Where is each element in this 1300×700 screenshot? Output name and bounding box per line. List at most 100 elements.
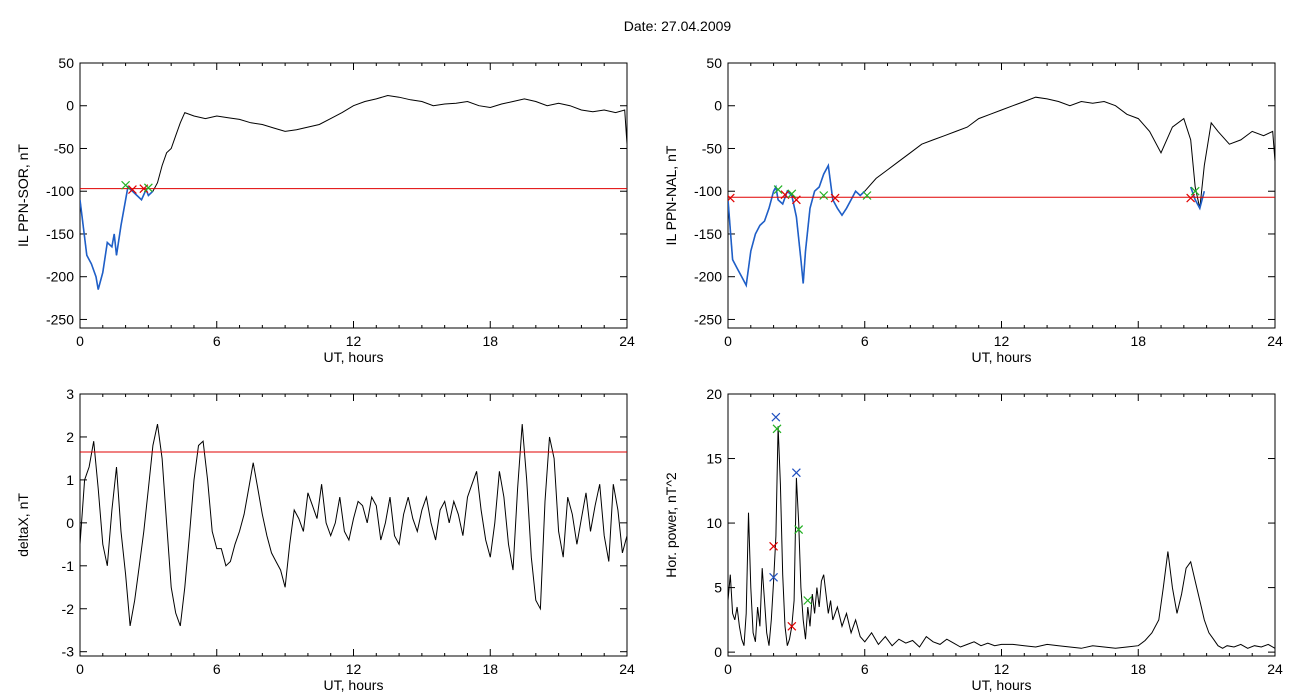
chart-panel-1: 0 6 12 18 24 -250 -200 -150 -100 -50 0 50 UT, hours I… bbox=[15, 55, 635, 365]
x-tick-label: 12 bbox=[346, 661, 362, 677]
plot-frame bbox=[79, 62, 628, 329]
marker-stroke bbox=[862, 191, 872, 200]
plot-area bbox=[728, 412, 1275, 649]
marker-stroke bbox=[772, 424, 782, 434]
x-axis-title: UT, hours bbox=[972, 677, 1032, 693]
marker-stroke bbox=[1190, 186, 1200, 196]
marker-blue bbox=[769, 572, 779, 582]
marker-stroke bbox=[728, 193, 735, 202]
y-axis-title: deltaX, nT bbox=[15, 493, 31, 557]
marker-red bbox=[830, 193, 840, 203]
y-axis-title: IL PPN-SOR, nT bbox=[15, 144, 31, 247]
marker-stroke bbox=[791, 468, 801, 478]
marker-stroke bbox=[127, 185, 137, 194]
marker-green bbox=[803, 596, 813, 605]
plot-area bbox=[80, 94, 627, 290]
y-tick-label: -2 bbox=[62, 601, 75, 617]
y-tick-label: -100 bbox=[46, 183, 74, 199]
x-axis-title: UT, hours bbox=[324, 677, 384, 693]
x-tick-label: 18 bbox=[1130, 333, 1146, 349]
marker-green bbox=[143, 183, 153, 193]
marker-red bbox=[787, 621, 797, 631]
marker-green bbox=[1190, 186, 1200, 196]
y-tick-label: 5 bbox=[714, 580, 722, 596]
y-tick-label: 3 bbox=[66, 386, 74, 402]
x-tick-label: 12 bbox=[346, 333, 362, 349]
marker-red bbox=[791, 195, 801, 205]
data-series-line bbox=[80, 94, 627, 290]
x-tick-label: 0 bbox=[724, 661, 732, 677]
x-tick-label: 12 bbox=[994, 333, 1010, 349]
y-tick-label: 20 bbox=[706, 386, 722, 402]
x-axis-title: UT, hours bbox=[972, 349, 1032, 365]
marker-stroke bbox=[773, 185, 783, 194]
y-tick-label: 0 bbox=[66, 98, 74, 114]
y-tick-label: -100 bbox=[694, 183, 722, 199]
y-tick-label: -200 bbox=[694, 269, 722, 285]
y-tick-label: 10 bbox=[706, 515, 722, 531]
marker-red bbox=[1186, 193, 1196, 203]
fit-series-line bbox=[80, 185, 154, 290]
y-tick-label: 0 bbox=[66, 515, 74, 531]
x-tick-label: 0 bbox=[76, 333, 84, 349]
y-tick-label: -1 bbox=[62, 558, 75, 574]
x-tick-label: 6 bbox=[213, 661, 221, 677]
plot-frame bbox=[727, 393, 1276, 657]
marker-stroke bbox=[1186, 193, 1196, 203]
marker-green bbox=[862, 191, 872, 200]
y-axis-title: IL PPN-NAL, nT bbox=[663, 145, 679, 245]
marker-stroke bbox=[143, 183, 153, 193]
data-series-line bbox=[80, 423, 627, 627]
y-tick-label: 0 bbox=[714, 98, 722, 114]
x-tick-label: 24 bbox=[1267, 661, 1283, 677]
x-axis-title: UT, hours bbox=[324, 349, 384, 365]
y-tick-label: -50 bbox=[702, 140, 722, 156]
marker-stroke bbox=[819, 191, 829, 200]
x-tick-label: 6 bbox=[213, 333, 221, 349]
y-tick-label: 0 bbox=[714, 644, 722, 660]
marker-stroke bbox=[769, 541, 779, 551]
y-axis-title: Hor. power, nT^2 bbox=[663, 472, 679, 578]
chart-panel-4: 0 6 12 18 24 0 5 10 15 20 UT, hours Hor. power, nT^… bbox=[663, 386, 1283, 693]
marker-stroke bbox=[771, 412, 781, 422]
marker-stroke bbox=[769, 572, 779, 582]
plot-frame bbox=[79, 393, 628, 657]
chart-panel-2: 0 6 12 18 24 -250 -200 -150 -100 -50 0 50 UT, hours I… bbox=[663, 55, 1283, 365]
y-tick-label: 2 bbox=[66, 429, 74, 445]
marker-stroke bbox=[791, 195, 801, 205]
x-tick-label: 24 bbox=[619, 661, 635, 677]
marker-blue bbox=[771, 412, 781, 422]
x-tick-label: 24 bbox=[619, 333, 635, 349]
marker-green bbox=[772, 424, 782, 434]
marker-stroke bbox=[794, 525, 804, 534]
y-tick-label: -150 bbox=[694, 226, 722, 242]
marker-green bbox=[787, 189, 797, 199]
marker-stroke bbox=[830, 193, 840, 203]
marker-red bbox=[728, 193, 735, 203]
marker-red bbox=[127, 185, 137, 194]
marker-green bbox=[121, 180, 131, 190]
y-tick-label: 15 bbox=[706, 451, 722, 467]
x-tick-label: 12 bbox=[994, 661, 1010, 677]
x-tick-label: 0 bbox=[724, 333, 732, 349]
page-title: Date: 27.04.2009 bbox=[623, 18, 732, 34]
y-tick-label: 50 bbox=[706, 55, 722, 71]
x-tick-label: 18 bbox=[1130, 661, 1146, 677]
marker-blue bbox=[791, 468, 801, 478]
plot-area bbox=[728, 96, 1275, 288]
marker-green bbox=[794, 525, 804, 534]
marker-stroke bbox=[787, 189, 797, 199]
marker-stroke bbox=[780, 190, 790, 200]
x-tick-label: 6 bbox=[861, 333, 869, 349]
y-tick-label: 50 bbox=[58, 55, 74, 71]
x-tick-label: 18 bbox=[482, 661, 498, 677]
x-tick-label: 18 bbox=[482, 333, 498, 349]
y-tick-label: -250 bbox=[46, 311, 74, 327]
marker-stroke bbox=[803, 596, 813, 605]
marker-green bbox=[819, 191, 829, 200]
marker-red bbox=[769, 541, 779, 551]
y-tick-label: 1 bbox=[66, 472, 74, 488]
x-tick-label: 24 bbox=[1267, 333, 1283, 349]
plot-area bbox=[80, 423, 627, 627]
